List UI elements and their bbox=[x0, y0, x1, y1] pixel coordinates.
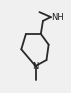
Text: NH: NH bbox=[51, 13, 64, 22]
Text: N: N bbox=[32, 62, 39, 70]
